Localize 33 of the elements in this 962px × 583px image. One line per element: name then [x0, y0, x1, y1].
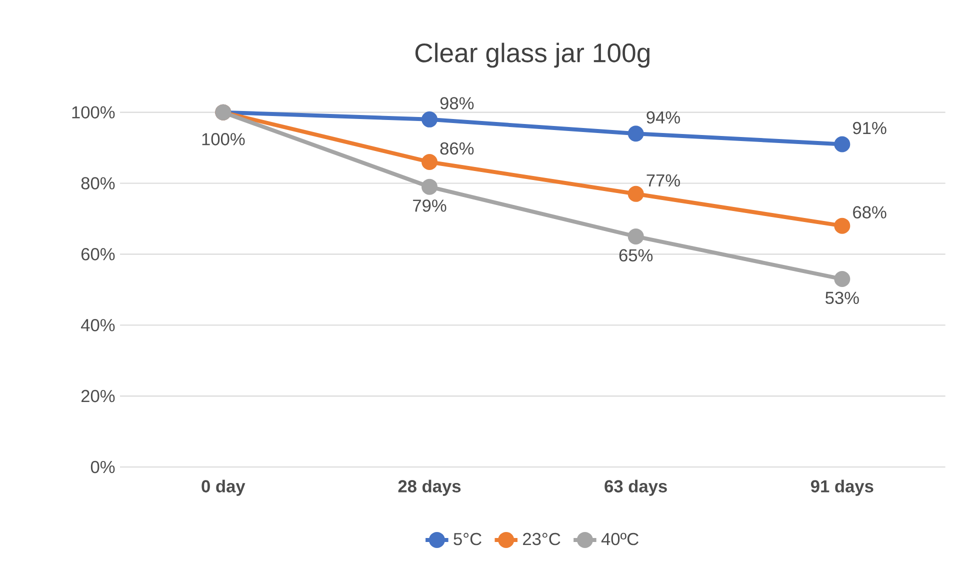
legend-label: 23°C — [523, 532, 560, 546]
y-tick-label: 20% — [81, 390, 115, 402]
chart-title: Clear glass jar 100g — [415, 42, 650, 68]
point — [834, 136, 850, 152]
point — [628, 186, 644, 202]
y-tick-label: 60% — [81, 248, 115, 260]
point — [422, 178, 438, 195]
data-label: 53% — [826, 292, 859, 304]
data-label: 86% — [440, 142, 474, 155]
data-label: 94% — [646, 111, 680, 124]
point — [422, 111, 438, 128]
point — [834, 218, 850, 234]
data-label: 77% — [646, 174, 680, 187]
data-label: 91% — [853, 122, 886, 134]
x-tick-label: 63 days — [604, 480, 667, 496]
legend-label: 5°C — [454, 532, 482, 546]
data-label: 65% — [619, 249, 653, 262]
y-tick-label: 40% — [81, 318, 115, 332]
point — [628, 126, 644, 142]
x-tick-label: 0 day — [202, 480, 246, 496]
data-label: 100% — [202, 133, 245, 146]
point — [422, 154, 438, 170]
point — [628, 228, 644, 244]
x-tick-label: 91 days — [810, 480, 874, 496]
data-label: 68% — [853, 206, 886, 218]
point — [834, 271, 850, 288]
y-tick-label: 0% — [90, 460, 115, 474]
data-label: 98% — [440, 97, 474, 110]
legend-label: 40ºC — [601, 532, 638, 546]
y-tick-label: 80% — [81, 177, 115, 190]
x-tick-label: 28 days — [398, 480, 461, 496]
data-label: 79% — [413, 200, 446, 212]
y-tick-label: 100% — [72, 106, 115, 118]
